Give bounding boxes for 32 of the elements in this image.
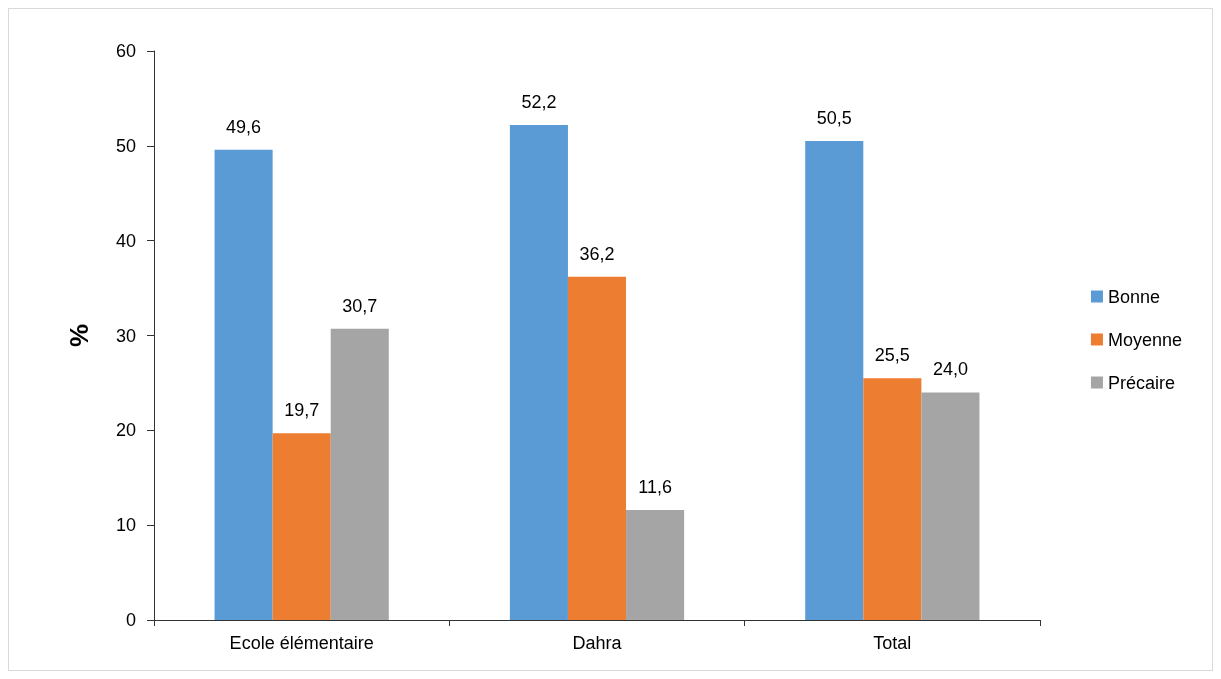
legend-label: Précaire	[1107, 372, 1175, 393]
x-tick-label: Dahra	[572, 633, 623, 653]
data-label: 19,7	[284, 400, 320, 421]
x-tick-label: Total	[873, 633, 912, 653]
data-label: 52,2	[521, 91, 557, 112]
bar	[805, 141, 864, 620]
bar	[626, 509, 685, 620]
y-tick-label: 0	[125, 610, 136, 630]
bar	[921, 392, 980, 620]
bar	[272, 433, 331, 620]
data-label: 24,0	[932, 359, 968, 380]
bar	[330, 328, 389, 620]
bar	[509, 124, 568, 620]
y-tick-label: 10	[115, 515, 136, 536]
y-tick-label: 50	[115, 135, 136, 156]
legend-label: Moyenne	[1107, 329, 1183, 350]
data-label: 36,2	[579, 243, 615, 264]
bar	[863, 378, 922, 620]
data-label: 25,5	[874, 345, 910, 366]
data-label: 11,6	[638, 476, 672, 497]
y-tick-label: 20	[115, 420, 136, 441]
legend-label: Bonne	[1107, 286, 1161, 307]
y-axis-title: %	[64, 323, 94, 348]
y-tick-label: 40	[115, 230, 136, 251]
bar	[214, 149, 273, 620]
y-tick-label: 30	[115, 325, 136, 346]
data-label: 30,7	[342, 295, 378, 316]
y-tick-label: 60	[115, 41, 136, 61]
bar	[567, 276, 627, 620]
x-tick-label: Ecole élémentaire	[229, 633, 374, 653]
data-label: 49,6	[226, 116, 262, 137]
data-label: 50,5	[816, 108, 852, 129]
